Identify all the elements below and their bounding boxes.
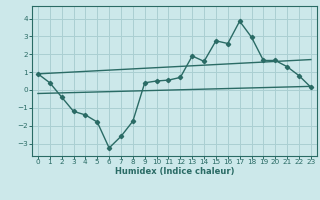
X-axis label: Humidex (Indice chaleur): Humidex (Indice chaleur) <box>115 167 234 176</box>
